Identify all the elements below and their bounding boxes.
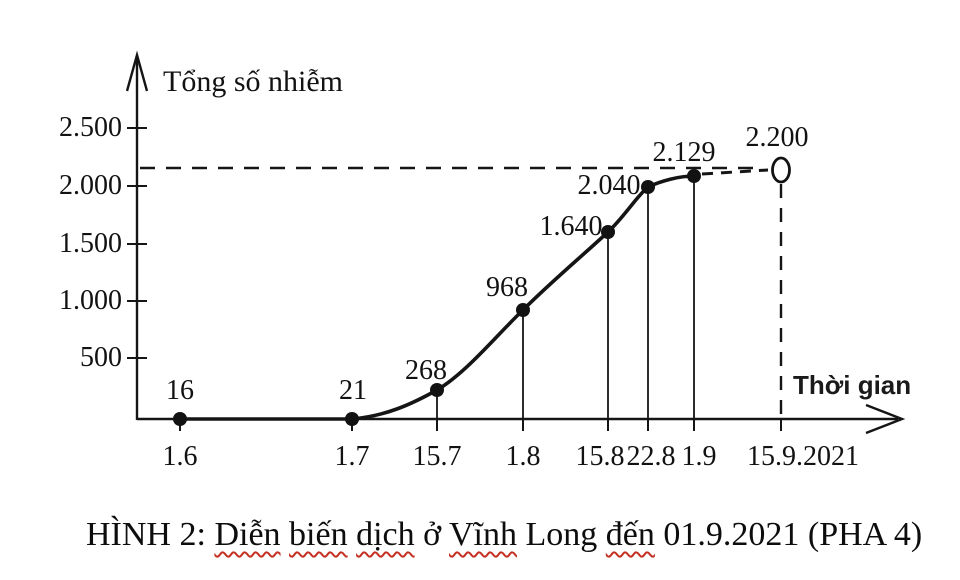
x-tick-label: 15.9.2021 [747,441,859,472]
figure-caption: HÌNH 2: Diễn biến dịch ở Vĩnh Long đến 0… [52,472,932,580]
x-tick-label: 22.8 [626,441,676,472]
y-tick-label: 1.500 [59,228,122,259]
x-tick-label: 1.7 [334,441,370,472]
caption-segment [348,516,357,553]
data-point [687,169,701,183]
data-point [345,412,359,426]
y-tick-label: 2.000 [59,170,122,201]
caption-segment [281,516,290,553]
open-projected-point-marker [771,156,791,184]
y-tick-label: 500 [80,342,122,373]
y-tick-label: 1.000 [59,285,122,316]
x-tick-label: 1.6 [162,441,198,472]
data-point [430,383,444,397]
y-tick-marks [127,127,147,359]
caption-segment-misspelled: dịch [356,516,415,553]
caption-segment-misspelled: Vĩnh [449,516,517,553]
point-label: 2.200 [745,122,809,153]
point-label: 21 [339,375,367,406]
data-point [173,412,187,426]
x-axis-arrow-icon [865,403,906,435]
x-tick-label: 1.8 [505,441,541,472]
caption-segment: Long [517,516,606,553]
caption-segment-misspelled: biến [289,516,348,553]
point-label: 968 [486,272,528,303]
x-tick-label: 15.8 [575,441,625,472]
point-drop-lines [436,176,695,431]
point-label: 2.040 [577,170,641,201]
x-tick-label: 1.9 [681,441,717,472]
x-axis-title: Thời gian [793,370,912,400]
point-label: 2.129 [652,137,716,168]
x-tick-label: 15.7 [412,441,462,472]
caption-segment-misspelled: đến [605,516,655,553]
caption-segment: HÌNH 2: [86,516,215,553]
y-tick-label: 2.500 [59,112,122,143]
caption-segment: ở [414,516,449,553]
dashed-projection-segment [701,168,769,176]
point-label: 16 [166,375,194,406]
data-point [641,180,655,194]
data-point [601,225,615,239]
data-point [516,303,530,317]
point-label: 268 [405,355,447,386]
caption-segment: 01.9.2021 (PHA 4) [654,516,923,553]
y-axis-arrow-icon [125,50,149,92]
point-label: 1.640 [539,211,603,242]
caption-segment-misspelled: Diễn [214,516,281,553]
y-axis-title: Tổng số nhiễm [163,65,343,98]
data-point-markers [173,169,701,426]
